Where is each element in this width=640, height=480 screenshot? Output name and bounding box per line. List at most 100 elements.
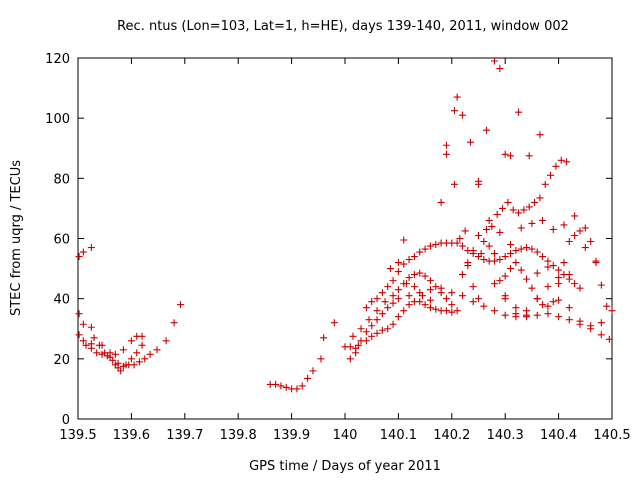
data-point (458, 111, 466, 119)
data-point (410, 253, 418, 261)
data-point (384, 283, 392, 291)
data-point (130, 361, 138, 369)
data-point (453, 93, 461, 101)
data-point (442, 150, 450, 158)
data-point (453, 307, 461, 315)
data-point (357, 325, 365, 333)
data-point (603, 302, 611, 310)
data-point (304, 374, 312, 382)
data-point (357, 337, 365, 345)
data-point (437, 289, 445, 297)
data-point (539, 301, 547, 309)
data-point (483, 126, 491, 134)
data-point (491, 250, 499, 258)
data-point (421, 301, 429, 309)
data-point (394, 268, 402, 276)
data-point (475, 295, 482, 303)
y-axis-label: STEC from uqrg / TECUs (9, 160, 24, 316)
data-point (79, 320, 87, 328)
data-point (282, 383, 290, 391)
data-point (450, 107, 458, 115)
data-point (368, 298, 376, 306)
data-point (432, 241, 440, 249)
data-point (93, 349, 101, 357)
data-point (309, 367, 317, 375)
y-tick-label: 60 (53, 233, 70, 248)
data-point (605, 335, 613, 343)
data-point (421, 272, 429, 280)
data-point (349, 332, 357, 340)
data-point (79, 248, 87, 256)
y-tick-label: 0 (62, 413, 70, 428)
data-point (293, 385, 301, 393)
data-point (501, 150, 509, 158)
data-point (177, 301, 185, 309)
x-tick-label: 140.3 (487, 428, 524, 443)
data-point (480, 256, 488, 264)
data-point (458, 292, 466, 300)
data-point (565, 304, 573, 312)
data-point (317, 355, 325, 363)
data-point (557, 156, 565, 164)
data-point (565, 271, 573, 279)
data-point (426, 304, 434, 312)
data-point (507, 152, 515, 160)
data-point (539, 253, 547, 261)
data-point (491, 307, 499, 315)
y-tick-label: 40 (53, 293, 70, 308)
plot-frame (77, 57, 613, 420)
data-point (330, 319, 338, 327)
data-point (512, 304, 520, 312)
data-point (400, 236, 408, 244)
y-tick-label: 20 (53, 353, 70, 368)
data-point (153, 346, 161, 354)
data-point (581, 224, 589, 232)
data-point (389, 299, 397, 307)
data-point (87, 323, 95, 331)
data-point (394, 295, 402, 303)
data-point (544, 283, 552, 291)
data-point (571, 212, 579, 220)
data-point (501, 272, 509, 280)
data-point (469, 247, 477, 255)
data-point (138, 341, 146, 349)
data-point (384, 325, 392, 333)
data-point (405, 292, 413, 300)
data-point (416, 298, 424, 306)
x-tick-label: 139.5 (59, 428, 96, 443)
data-point (119, 362, 127, 370)
data-point (426, 242, 434, 250)
data-point (507, 250, 515, 258)
data-point (504, 198, 512, 206)
data-point (386, 265, 394, 273)
data-point (90, 334, 98, 342)
data-points (75, 57, 616, 393)
data-point (114, 359, 122, 367)
data-point (458, 271, 466, 279)
x-tick-label: 139.7 (166, 428, 203, 443)
data-point (82, 341, 90, 349)
data-point (496, 256, 504, 264)
data-point (493, 210, 501, 218)
data-point (362, 328, 370, 336)
data-point (456, 235, 464, 242)
data-point (528, 245, 536, 253)
data-point (464, 262, 472, 270)
data-point (298, 382, 306, 390)
data-point (552, 162, 560, 170)
data-point (597, 319, 605, 327)
data-point (416, 269, 424, 277)
x-tick-label: 140.1 (380, 428, 417, 443)
data-point (597, 281, 605, 289)
data-point (111, 350, 119, 358)
data-point (394, 286, 402, 294)
data-point (378, 310, 386, 318)
data-point (485, 216, 493, 224)
data-point (75, 253, 83, 261)
data-point (426, 296, 434, 304)
data-point (368, 322, 376, 330)
data-point (560, 221, 568, 229)
data-point (127, 355, 135, 363)
data-point (477, 250, 485, 258)
data-point (475, 231, 482, 239)
